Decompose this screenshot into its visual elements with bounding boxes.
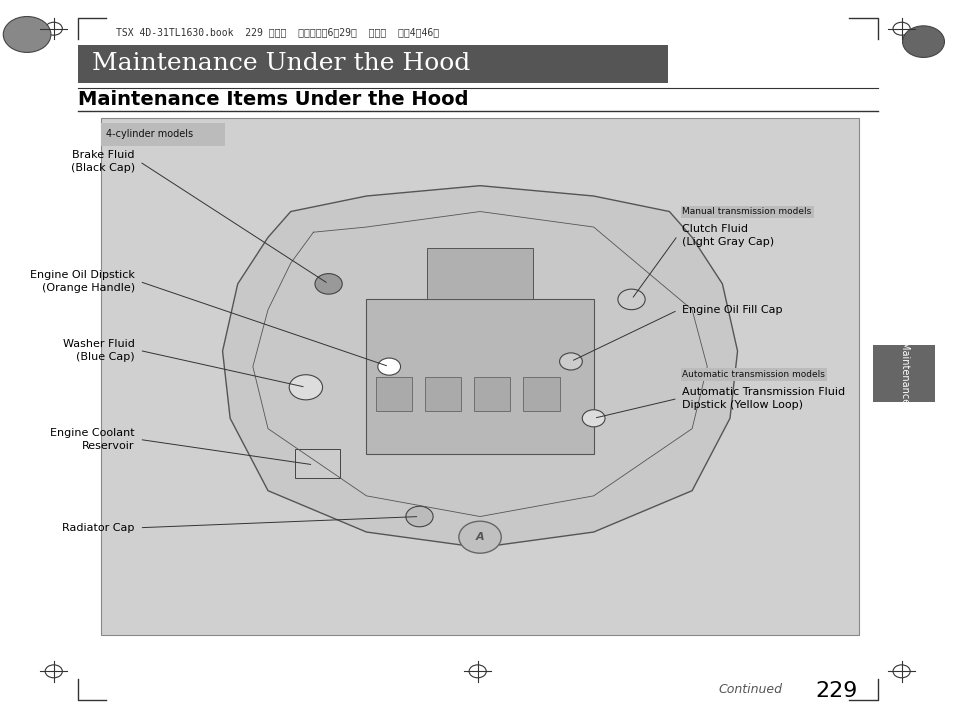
Text: Engine Oil Dipstick
(Orange Handle): Engine Oil Dipstick (Orange Handle) <box>30 270 134 293</box>
Text: A: A <box>476 532 484 542</box>
Text: 4-cylinder models: 4-cylinder models <box>106 129 193 139</box>
Bar <box>366 299 593 454</box>
Bar <box>77 45 667 83</box>
Text: Maintenance Items Under the Hood: Maintenance Items Under the Hood <box>77 90 468 108</box>
Circle shape <box>902 26 943 57</box>
Text: 229: 229 <box>815 681 858 701</box>
Bar <box>294 449 339 477</box>
Circle shape <box>405 506 433 527</box>
Bar <box>522 377 559 411</box>
Text: Washer Fluid
(Blue Cap): Washer Fluid (Blue Cap) <box>63 339 134 362</box>
Text: Engine Oil Fill Cap: Engine Oil Fill Cap <box>681 305 782 315</box>
Bar <box>101 118 858 635</box>
Circle shape <box>377 358 400 376</box>
Text: Automatic Transmission Fluid
Dipstick (Yellow Loop): Automatic Transmission Fluid Dipstick (Y… <box>681 387 844 410</box>
Text: Automatic transmission models: Automatic transmission models <box>681 370 824 379</box>
Bar <box>474 377 510 411</box>
Bar <box>872 345 934 402</box>
Bar <box>101 123 225 146</box>
Text: Maintenance: Maintenance <box>899 342 908 405</box>
Polygon shape <box>222 186 737 548</box>
Circle shape <box>581 410 604 427</box>
Circle shape <box>3 17 51 52</box>
Circle shape <box>314 274 342 294</box>
Circle shape <box>559 353 581 370</box>
Bar <box>424 377 460 411</box>
Text: Radiator Cap: Radiator Cap <box>62 523 134 533</box>
Text: Clutch Fluid
(Light Gray Cap): Clutch Fluid (Light Gray Cap) <box>681 224 774 247</box>
Text: Continued: Continued <box>718 683 781 696</box>
Text: Brake Fluid
(Black Cap): Brake Fluid (Black Cap) <box>71 150 134 173</box>
Text: Engine Coolant
Reservoir: Engine Coolant Reservoir <box>51 428 134 451</box>
Circle shape <box>458 521 500 553</box>
Bar <box>427 248 533 299</box>
Circle shape <box>289 375 322 400</box>
Text: Maintenance Under the Hood: Maintenance Under the Hood <box>91 52 470 75</box>
Text: Manual transmission models: Manual transmission models <box>681 208 811 216</box>
Circle shape <box>618 289 644 309</box>
Text: TSX 4D-31TL1630.book  229 ページ  ２０１１年6月29日  水曜日  午後4晎46分: TSX 4D-31TL1630.book 229 ページ ２０１１年6月29日 … <box>115 27 438 37</box>
Bar <box>375 377 412 411</box>
